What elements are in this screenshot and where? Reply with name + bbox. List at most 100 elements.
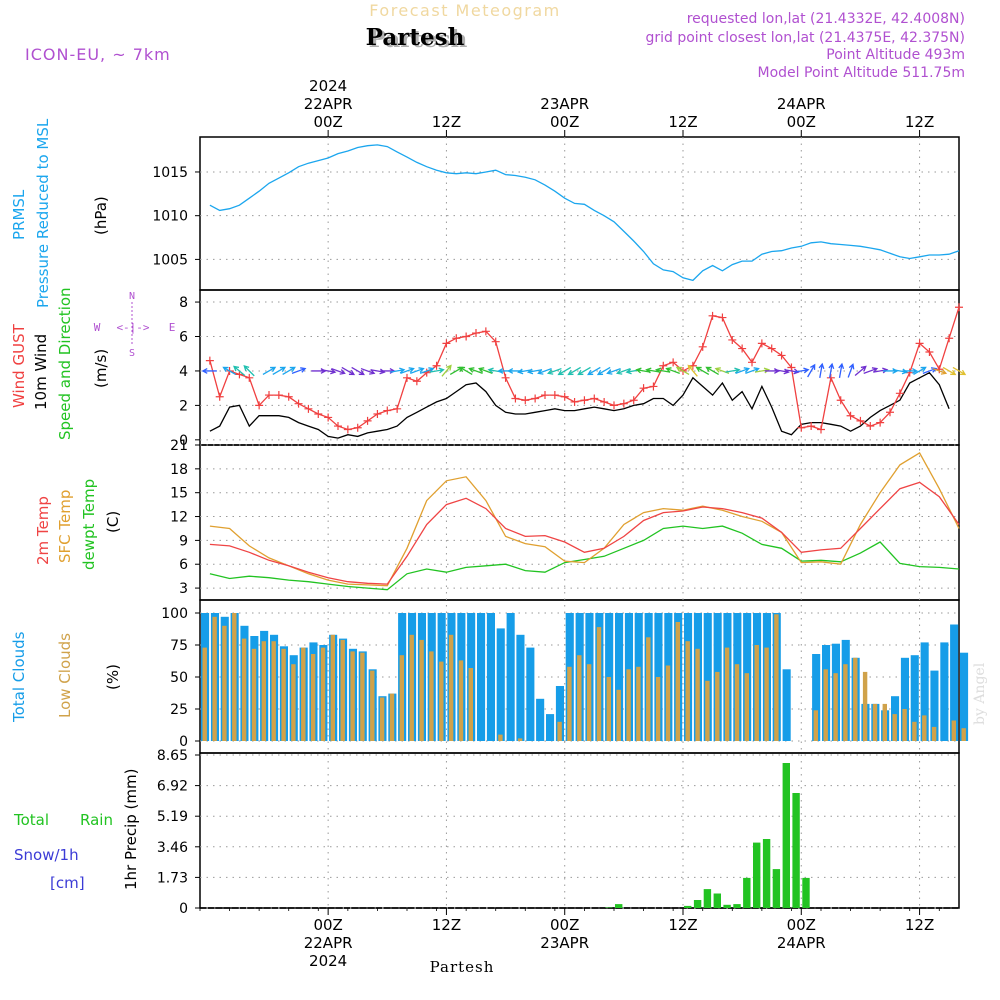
wind-direction-arrow (818, 362, 825, 378)
wind-direction-arrow (351, 366, 365, 376)
low-cloud-bar (241, 638, 247, 741)
compass-w: W (94, 321, 101, 334)
total-cloud-bar (950, 624, 959, 741)
top-time-label: 12Z (905, 113, 934, 131)
gust-point (590, 394, 599, 403)
wind-direction-arrow (705, 366, 719, 376)
wind-direction-arrow (794, 367, 810, 374)
total-cloud-bar (920, 642, 929, 741)
y-tick-label: 8 (179, 295, 188, 311)
low-cloud-bar (409, 634, 414, 741)
wind-direction-arrow (735, 367, 750, 374)
low-cloud-bar (320, 647, 326, 741)
low-cloud-bar (596, 627, 602, 741)
temp-labels: 2m Temp SFC Temp dewpt Temp (C) (34, 479, 122, 570)
low-cloud-bar (251, 648, 257, 741)
y-tick-label: 75 (170, 638, 188, 654)
y-tick-label: 0 (179, 433, 188, 449)
total-cloud-bar (486, 613, 495, 741)
rain-bar (743, 877, 751, 908)
gust-point (600, 397, 609, 406)
gust-point (304, 404, 313, 413)
top-time-label: 22APR (304, 95, 353, 113)
location-title-shadow: Partesh (369, 26, 468, 53)
total-clouds-label: Total Clouds (10, 631, 28, 723)
low-cloud-bar (685, 641, 690, 741)
y-tick-label: 12 (170, 510, 188, 526)
low-cloud-bar (429, 651, 434, 741)
gust-point (826, 373, 835, 382)
chart-marks (200, 144, 969, 909)
top-time-label: 00Z (313, 113, 342, 131)
y-tick-label: 0 (179, 734, 188, 750)
low-cloud-bar (419, 639, 424, 741)
rain-bar (605, 907, 613, 908)
gust-point (955, 303, 963, 312)
total-rain-label-a: Total (13, 811, 49, 829)
y-tick-label: 21 (170, 438, 188, 454)
gust-point (324, 413, 333, 422)
wind-direction-arrow (596, 366, 611, 376)
wind-gust-label: Wind GUST (10, 323, 28, 408)
low-cloud-bar (872, 703, 878, 741)
low-cloud-bar (291, 664, 296, 741)
low-cloud-bar (271, 641, 276, 741)
gust-point (491, 337, 500, 346)
y-tick-label: 1015 (152, 165, 188, 181)
gust-point (797, 423, 806, 432)
y-tick-label: 9 (179, 533, 188, 549)
gust-point (669, 358, 678, 367)
gust-point (442, 339, 451, 348)
low-cloud-bar (961, 728, 966, 741)
gust-point (925, 348, 934, 356)
bottom-time-label: 2024 (309, 952, 347, 970)
snow-label: Snow/1h (14, 846, 79, 864)
wind-direction-arrow (341, 366, 356, 376)
wind-direction-arrow (606, 367, 621, 375)
wind-direction-arrow (616, 367, 631, 375)
total-cloud-bar (960, 652, 969, 741)
bottom-time-label: 24APR (777, 934, 826, 952)
wind-10m-label: 10m Wind (32, 334, 50, 410)
gust-point (550, 391, 559, 400)
y-tick-label: 5.19 (157, 809, 188, 825)
model-point-altitude: Model Point Altitude 511.75m (758, 65, 965, 81)
compass-e: E (169, 321, 176, 334)
wind-direction-arrow (291, 367, 307, 374)
gust-point (334, 422, 342, 431)
gust-point (639, 384, 648, 393)
gust-point (738, 344, 747, 353)
low-cloud-bar (567, 666, 572, 741)
wind-direction-arrow (370, 368, 386, 375)
gust-point (836, 396, 845, 405)
top-time-label: 00Z (550, 113, 579, 131)
total-cloud-bar (812, 654, 821, 741)
panel-frame (199, 136, 960, 291)
wind-direction-arrow (468, 367, 483, 374)
low-clouds-label: Low Clouds (56, 633, 74, 718)
y-tick-label: 4 (179, 364, 188, 380)
wind-direction-arrow (201, 367, 217, 374)
wind-direction-arrow (665, 367, 680, 374)
gust-point (619, 399, 628, 408)
low-cloud-bar (301, 647, 306, 741)
wind-10m-line (209, 371, 950, 439)
wind-direction-arrow (942, 366, 957, 376)
bottom-time-label: 12Z (432, 916, 461, 934)
low-cloud-bar (931, 726, 937, 741)
header: Forecast Meteogram Partesh Partesh ICON-… (25, 1, 965, 81)
rain-bar (792, 793, 800, 908)
rain-bar (782, 763, 790, 908)
gust-point (521, 396, 530, 405)
low-cloud-bar (734, 664, 740, 741)
total-cloud-bar (526, 647, 535, 741)
wind-direction-arrow (854, 365, 867, 376)
axis-labels: 1005101010150246836912151821025507510001… (152, 77, 934, 970)
low-cloud-bar (232, 613, 237, 741)
gust-point (856, 416, 865, 425)
wind-direction-arrow (725, 367, 741, 374)
wind-direction-arrow (847, 363, 855, 378)
y-tick-label: 100 (161, 606, 188, 622)
rain-bar (762, 839, 771, 908)
total-cloud-bar (930, 670, 939, 741)
